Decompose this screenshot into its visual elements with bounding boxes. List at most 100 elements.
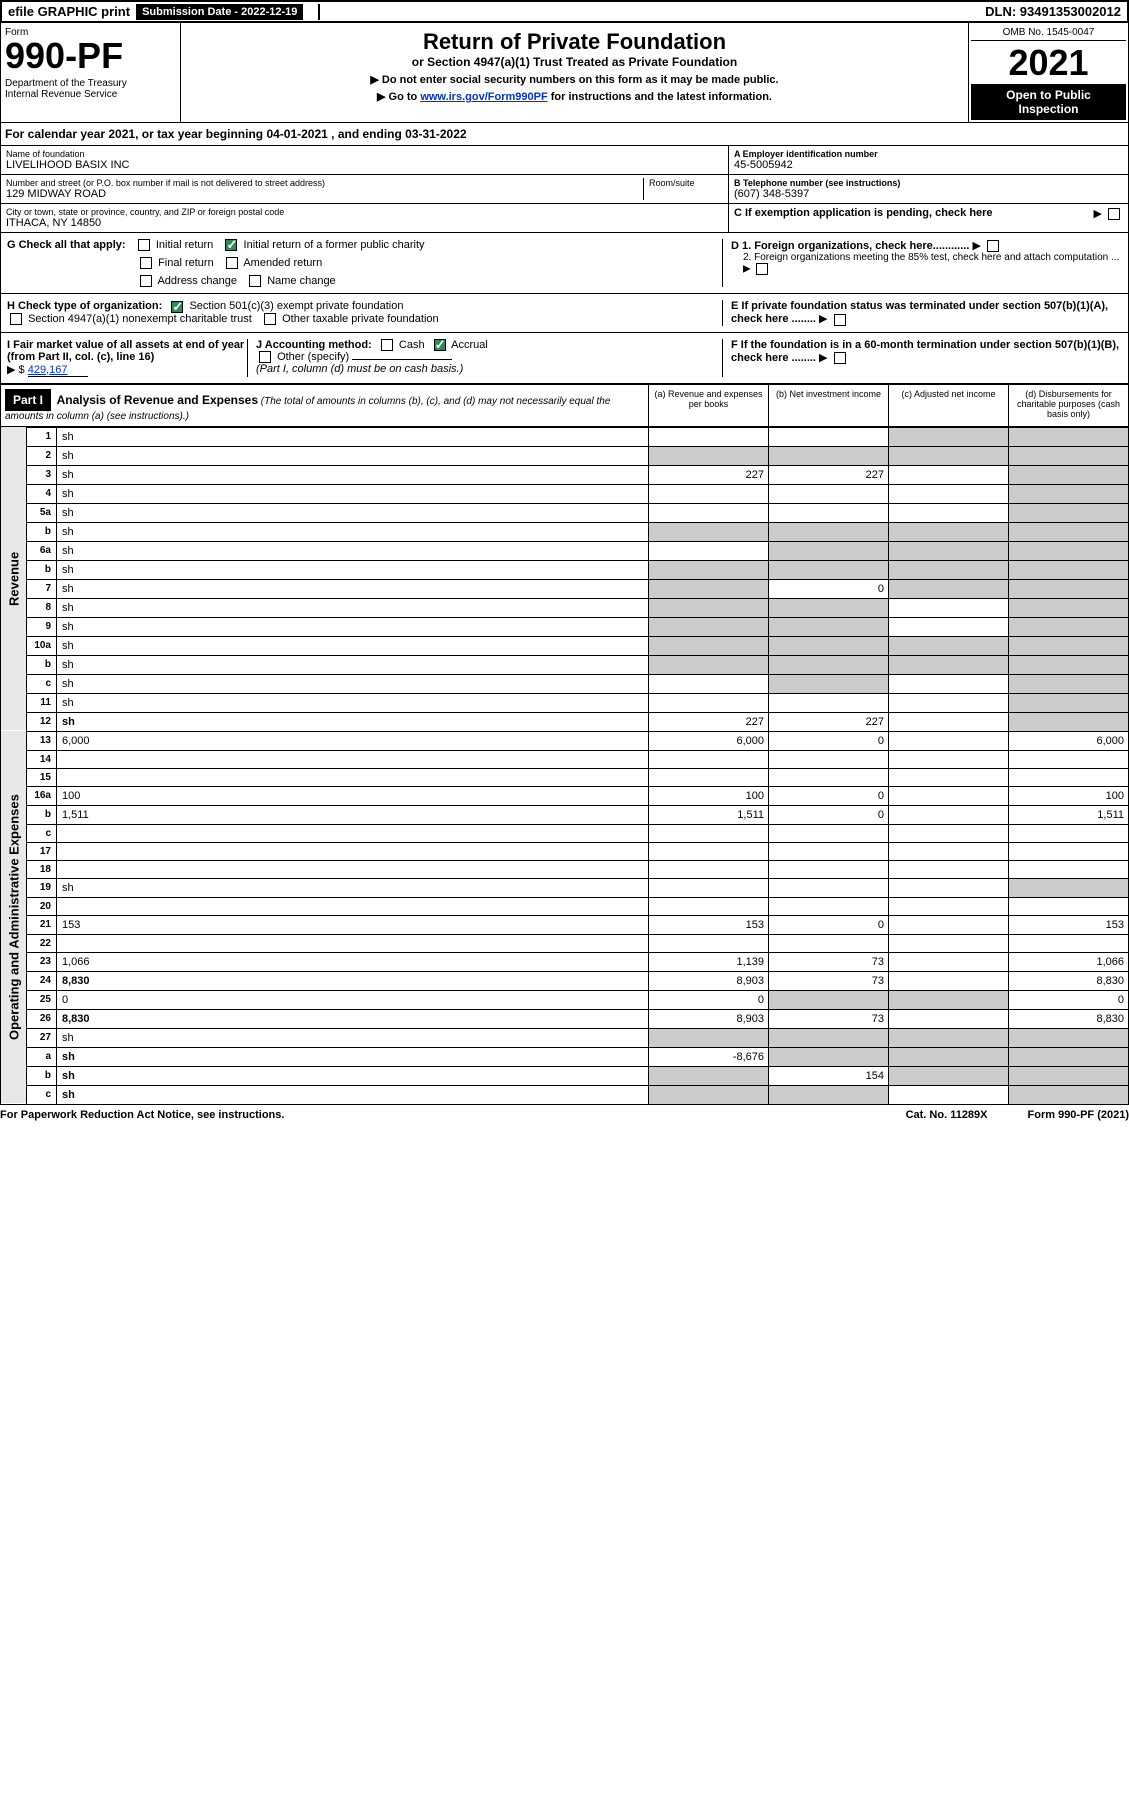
g-addr-checkbox[interactable] bbox=[140, 275, 152, 287]
cell-c bbox=[889, 990, 1009, 1009]
part1-table: Revenue1sh2sh3sh2272274sh5ashbsh6ashbsh7… bbox=[0, 427, 1129, 1105]
h1-checkbox[interactable] bbox=[171, 301, 183, 313]
d2-label: 2. Foreign organizations meeting the 85%… bbox=[743, 252, 1119, 263]
cell-b bbox=[769, 860, 889, 878]
g-amended-checkbox[interactable] bbox=[226, 257, 238, 269]
cell-c bbox=[889, 484, 1009, 503]
f-checkbox[interactable] bbox=[834, 352, 846, 364]
cell-b bbox=[769, 522, 889, 541]
cell-c bbox=[889, 1009, 1009, 1028]
h2-checkbox[interactable] bbox=[10, 313, 22, 325]
row-number: 24 bbox=[27, 971, 57, 990]
i-value[interactable]: 429,167 bbox=[28, 364, 88, 377]
row-desc: 1,511 bbox=[57, 805, 649, 824]
tax-year: 2021 bbox=[971, 41, 1126, 84]
header-right: OMB No. 1545-0047 2021 Open to Public In… bbox=[968, 23, 1128, 122]
cell-b bbox=[769, 824, 889, 842]
row-desc: sh bbox=[57, 878, 649, 897]
cell-a bbox=[649, 617, 769, 636]
submission-date-spacer bbox=[303, 4, 320, 20]
cell-b: 227 bbox=[769, 712, 889, 731]
room-label: Room/suite bbox=[649, 178, 723, 188]
cell-b: 73 bbox=[769, 971, 889, 990]
cell-d bbox=[1009, 1066, 1129, 1085]
cell-a: 0 bbox=[649, 990, 769, 1009]
city-row: City or town, state or province, country… bbox=[0, 204, 1129, 233]
cell-a: 8,903 bbox=[649, 971, 769, 990]
cell-d bbox=[1009, 522, 1129, 541]
cell-c bbox=[889, 934, 1009, 952]
e-checkbox[interactable] bbox=[834, 314, 846, 326]
row-number: b bbox=[27, 655, 57, 674]
col-d-header: (d) Disbursements for charitable purpose… bbox=[1008, 385, 1128, 426]
row-desc: sh bbox=[57, 636, 649, 655]
row-number: 22 bbox=[27, 934, 57, 952]
omb-number: OMB No. 1545-0047 bbox=[971, 25, 1126, 41]
cell-d bbox=[1009, 655, 1129, 674]
cell-d bbox=[1009, 712, 1129, 731]
row-number: 17 bbox=[27, 842, 57, 860]
g-former-checkbox[interactable] bbox=[225, 239, 237, 251]
cell-d bbox=[1009, 617, 1129, 636]
cell-d: 6,000 bbox=[1009, 731, 1129, 750]
cell-d bbox=[1009, 541, 1129, 560]
cell-a bbox=[649, 934, 769, 952]
city-label: City or town, state or province, country… bbox=[6, 207, 723, 217]
g-initial-checkbox[interactable] bbox=[138, 239, 150, 251]
row-number: 27 bbox=[27, 1028, 57, 1047]
h-check-row: H Check type of organization: Section 50… bbox=[0, 294, 1129, 332]
ein-label: A Employer identification number bbox=[734, 149, 1123, 159]
cell-c bbox=[889, 878, 1009, 897]
dept-label: Department of the Treasury Internal Reve… bbox=[5, 78, 176, 100]
cell-b: 227 bbox=[769, 465, 889, 484]
cell-a bbox=[649, 655, 769, 674]
page-footer: For Paperwork Reduction Act Notice, see … bbox=[0, 1105, 1129, 1125]
cell-c bbox=[889, 617, 1009, 636]
open-inspection: Open to Public Inspection bbox=[971, 84, 1126, 120]
form-subtitle: or Section 4947(a)(1) Trust Treated as P… bbox=[187, 55, 962, 69]
j-accrual-checkbox[interactable] bbox=[434, 339, 446, 351]
d2-checkbox[interactable] bbox=[756, 263, 768, 275]
cell-a bbox=[649, 842, 769, 860]
row-desc: 100 bbox=[57, 786, 649, 805]
irs-link[interactable]: www.irs.gov/Form990PF bbox=[420, 91, 547, 103]
cell-a bbox=[649, 897, 769, 915]
cell-a bbox=[649, 693, 769, 712]
part1-label: Part I bbox=[5, 389, 51, 411]
g-final-checkbox[interactable] bbox=[140, 257, 152, 269]
g-name-checkbox[interactable] bbox=[249, 275, 261, 287]
col-b-header: (b) Net investment income bbox=[768, 385, 888, 426]
cell-d bbox=[1009, 934, 1129, 952]
cell-a bbox=[649, 824, 769, 842]
instr-2: ▶ Go to www.irs.gov/Form990PF for instru… bbox=[187, 90, 962, 103]
cell-b bbox=[769, 878, 889, 897]
j-other-checkbox[interactable] bbox=[259, 351, 271, 363]
h3-checkbox[interactable] bbox=[264, 313, 276, 325]
row-desc: sh bbox=[57, 674, 649, 693]
cell-d: 153 bbox=[1009, 915, 1129, 934]
cell-a bbox=[649, 427, 769, 446]
j-note: (Part I, column (d) must be on cash basi… bbox=[256, 363, 463, 375]
row-desc: sh bbox=[57, 427, 649, 446]
d1-label: D 1. Foreign organizations, check here..… bbox=[731, 240, 969, 252]
cell-b: 0 bbox=[769, 786, 889, 805]
cell-d bbox=[1009, 560, 1129, 579]
row-number: 9 bbox=[27, 617, 57, 636]
row-number: 12 bbox=[27, 712, 57, 731]
row-number: b bbox=[27, 522, 57, 541]
d1-checkbox[interactable] bbox=[987, 240, 999, 252]
c-checkbox[interactable] bbox=[1108, 208, 1120, 220]
cell-d bbox=[1009, 484, 1129, 503]
row-number: 16a bbox=[27, 786, 57, 805]
cell-a bbox=[649, 1085, 769, 1104]
cell-d bbox=[1009, 503, 1129, 522]
cell-a bbox=[649, 446, 769, 465]
row-desc: sh bbox=[57, 598, 649, 617]
j-cash-checkbox[interactable] bbox=[381, 339, 393, 351]
cell-c bbox=[889, 1085, 1009, 1104]
row-desc: sh bbox=[57, 655, 649, 674]
cell-b bbox=[769, 503, 889, 522]
cell-c bbox=[889, 446, 1009, 465]
cell-c bbox=[889, 842, 1009, 860]
cell-a bbox=[649, 674, 769, 693]
